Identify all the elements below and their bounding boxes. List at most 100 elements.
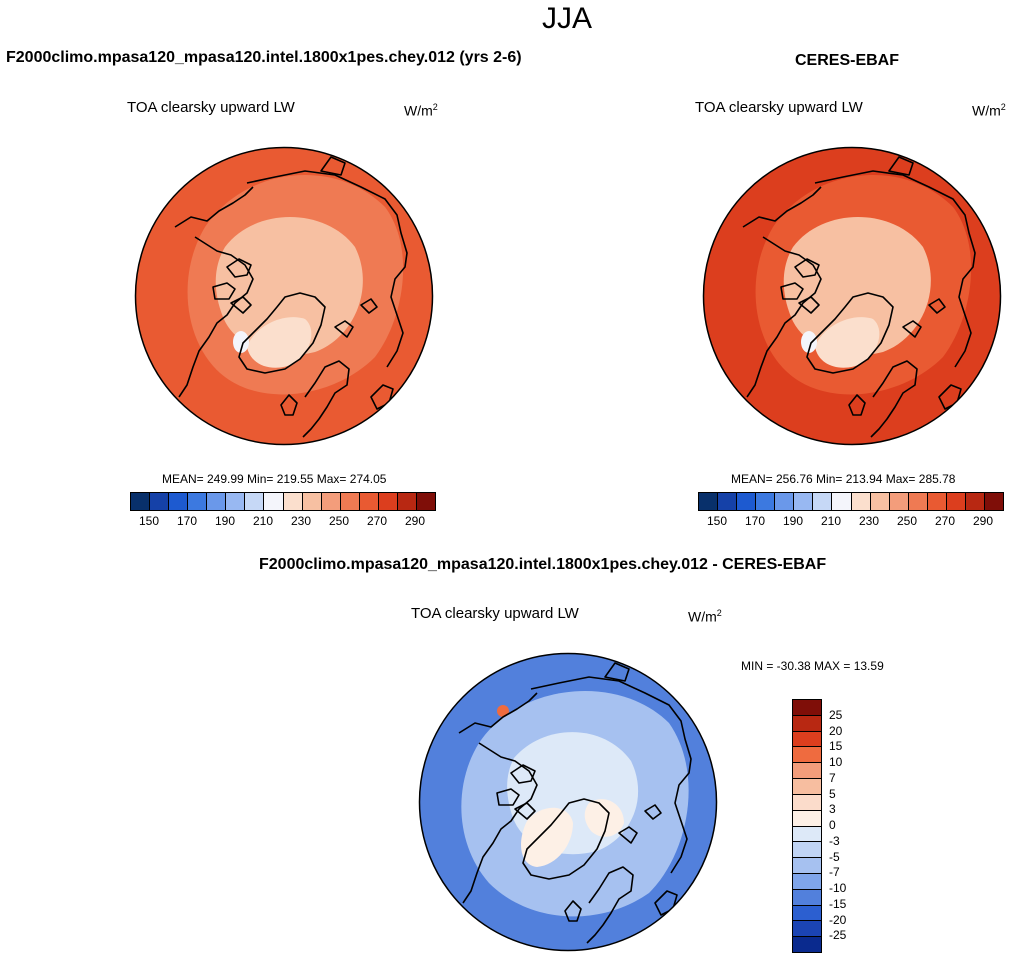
map-obs-coastline — [870, 360, 918, 438]
diff-colorbar-tick: 10 — [829, 755, 843, 769]
map-obs-coastline — [902, 320, 922, 338]
cbar-model-swatch — [264, 493, 284, 510]
model-case-title: F2000climo.mpasa120_mpasa120.intel.1800x… — [6, 49, 522, 66]
map-obs-coastline — [746, 236, 822, 398]
cbar-model-labels-tick: 270 — [366, 514, 388, 528]
obs-case-title: CERES-EBAF — [795, 52, 900, 69]
diff-colorbar-tick: 0 — [829, 818, 836, 832]
model-stats: MEAN= 249.99 Min= 219.55 Max= 274.05 — [162, 472, 387, 486]
obs-colorbar — [698, 492, 1004, 511]
map-diff-coastline — [644, 804, 662, 820]
cbar-model-swatch — [207, 493, 227, 510]
map-diff-region-siberian-arctic — [584, 799, 624, 837]
diff-units-exp: 2 — [716, 608, 722, 618]
diff-variable-title: TOA clearsky upward LW — [411, 605, 579, 622]
map-obs-coastline — [814, 170, 976, 368]
cbar-obs-swatch — [832, 493, 852, 510]
diff-colorbar-tick: -10 — [829, 881, 847, 895]
cbar-obs-swatch — [908, 493, 928, 510]
map-diff-coastline — [530, 676, 692, 874]
cbar-obs-labels-tick: 270 — [934, 514, 956, 528]
map-diff-coastline — [586, 866, 634, 944]
cbar-model-labels-tick: 290 — [404, 514, 426, 528]
diff-colorbar-swatch — [793, 779, 821, 795]
cbar-obs-swatch — [794, 493, 814, 510]
model-polar-map — [134, 146, 434, 446]
cbar-obs-swatch — [889, 493, 909, 510]
cbar-obs-swatch — [965, 493, 985, 510]
cbar-model-swatch — [378, 493, 398, 510]
map-obs-coastline — [848, 394, 866, 416]
cbar-model-swatch — [340, 493, 360, 510]
diff-colorbar-tick: -15 — [829, 896, 847, 911]
map-obs-region-greenland-interior — [815, 317, 880, 368]
map-diff-coastline — [496, 788, 520, 806]
obs-units: W/m2 — [972, 102, 1006, 119]
map-model-coastline — [238, 292, 326, 374]
cbar-model-labels-tick: 170 — [176, 514, 198, 528]
cbar-model-swatch — [416, 493, 435, 510]
cbar-model-labels-tick: 250 — [328, 514, 350, 528]
diff-colorbar-tick: -25 — [829, 928, 847, 943]
map-model-coastline — [226, 258, 252, 278]
map-model-coastline — [246, 170, 408, 368]
map-diff-coastline — [514, 802, 536, 820]
map-diff-coastline — [462, 742, 538, 904]
diff-colorbar-tick: 3 — [829, 802, 836, 817]
cbar-obs-swatch — [718, 493, 738, 510]
diff-colorbar-swatch — [793, 794, 821, 811]
map-obs-region-arctic-ocean — [783, 217, 931, 356]
map-model-coastline — [370, 384, 394, 410]
diff-colorbar-tick: 5 — [829, 786, 836, 801]
map-diff-coastline — [618, 826, 638, 844]
diff-colorbar-tick: -7 — [829, 865, 840, 880]
map-model-coastline — [334, 320, 354, 338]
diff-units: W/m2 — [688, 608, 722, 625]
map-model-coastline — [230, 296, 252, 314]
cbar-obs-swatch — [813, 493, 833, 510]
map-obs-coastline — [888, 156, 914, 176]
cbar-model-swatch — [131, 493, 151, 510]
obs-units-base: W/m — [972, 102, 1001, 119]
map-diff-coastline — [458, 692, 538, 734]
obs-units-exp: 2 — [1000, 102, 1006, 112]
map-obs-coastline — [928, 298, 946, 314]
diff-colorbar-tick: -5 — [829, 849, 840, 864]
cbar-model-labels-tick: 210 — [252, 514, 274, 528]
map-model-coastline — [174, 186, 254, 228]
cbar-model-swatch — [359, 493, 379, 510]
map-obs-coastline — [780, 282, 804, 300]
cbar-obs-swatch — [775, 493, 795, 510]
diff-colorbar-swatch — [793, 700, 821, 716]
cbar-model-swatch — [321, 493, 341, 510]
diff-polar-map — [418, 652, 718, 952]
cbar-obs-labels-tick: 170 — [744, 514, 766, 528]
diff-colorbar-swatch — [793, 810, 821, 827]
cbar-model-swatch — [283, 493, 303, 510]
map-obs-coastline — [938, 384, 962, 410]
map-obs-coastline — [806, 292, 894, 374]
cbar-obs-labels-tick: 190 — [782, 514, 804, 528]
diff-case-title: F2000climo.mpasa120_mpasa120.intel.1800x… — [259, 556, 827, 573]
diff-colorbar-swatch — [793, 889, 821, 906]
cbar-model-swatch — [302, 493, 322, 510]
cbar-obs-swatch — [699, 493, 719, 510]
map-model-coastline — [302, 360, 350, 438]
map-obs-region-greenland-summit — [801, 331, 817, 353]
cbar-obs-swatch — [984, 493, 1003, 510]
map-model-region-arctic-ocean — [215, 217, 363, 356]
diff-colorbar-tick: -20 — [829, 912, 847, 927]
diff-colorbar-tick: 25 — [829, 707, 843, 722]
map-obs-coastline — [798, 296, 820, 314]
map-model-region-greenland-summit — [233, 331, 249, 353]
cbar-obs-labels-tick: 150 — [706, 514, 728, 528]
map-obs-border — [702, 146, 1002, 446]
obs-polar-map — [702, 146, 1002, 446]
diff-colorbar — [792, 699, 822, 953]
map-model-coastline — [360, 298, 378, 314]
cbar-obs-labels-tick: 210 — [820, 514, 842, 528]
cbar-model-labels-tick: 190 — [214, 514, 236, 528]
cbar-model-swatch — [397, 493, 417, 510]
cbar-model-swatch — [169, 493, 189, 510]
cbar-model-swatch — [226, 493, 246, 510]
